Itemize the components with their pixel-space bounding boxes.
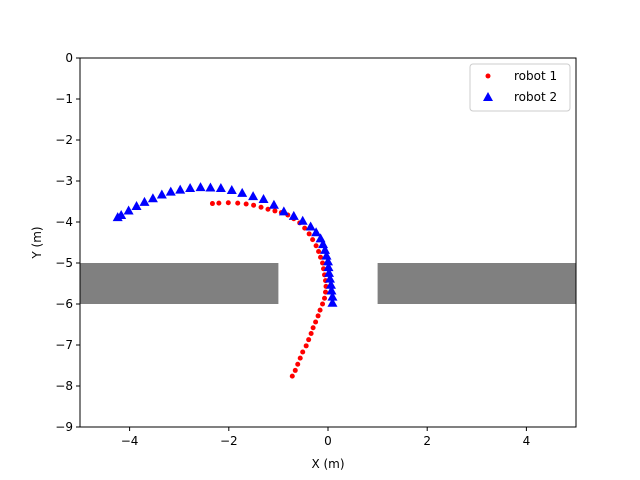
robot1-point <box>303 343 309 349</box>
y-axis-ticks: 0 −1 −2 −3 −4 −5 −6 −7 −8 −9 <box>55 51 80 434</box>
robot1-point <box>292 367 298 373</box>
robot2-point <box>165 186 176 196</box>
robot1-point <box>216 200 222 206</box>
y-tick-label: −5 <box>55 256 73 270</box>
robot2-point <box>321 250 332 260</box>
legend-marker-2 <box>483 92 493 101</box>
robot1-point <box>306 337 312 343</box>
robot2-point <box>297 215 308 225</box>
robot2-point <box>323 262 334 272</box>
plot-background <box>80 58 576 427</box>
legend-marker-1 <box>485 73 491 79</box>
robot1-point <box>317 307 323 313</box>
robot1-point <box>272 208 278 214</box>
robot2-point <box>131 201 142 211</box>
y-tick-label: −3 <box>55 174 73 188</box>
robot2-point <box>156 189 167 199</box>
plot-area <box>80 58 576 427</box>
robot2-point <box>248 191 259 201</box>
robot2-point <box>325 279 336 289</box>
robot1-point <box>302 225 308 231</box>
robot2-point <box>237 187 248 197</box>
robot2-point <box>323 256 333 266</box>
robot2-point <box>268 199 279 209</box>
robot1-point <box>313 319 319 325</box>
robot1-point <box>323 289 329 295</box>
robot1-point <box>297 355 303 361</box>
robot2-point <box>326 285 337 295</box>
robot2-point <box>315 233 326 243</box>
obstacle-1 <box>80 263 279 304</box>
robot2-point <box>195 182 206 192</box>
legend-label-2: robot 2 <box>514 90 557 104</box>
robot2-point <box>324 273 335 283</box>
x-tick-label: −4 <box>121 434 139 448</box>
robot1-point <box>315 313 321 319</box>
robot1-point <box>310 237 316 243</box>
series-2 <box>112 182 338 307</box>
y-tick-label: −2 <box>55 133 73 147</box>
x-axis-ticks: −4 −2 0 2 4 <box>121 427 530 448</box>
y-tick-label: −9 <box>55 420 73 434</box>
robot2-point <box>175 184 186 194</box>
y-tick-label: 0 <box>65 51 73 65</box>
robot1-point <box>289 373 295 379</box>
robot1-point <box>209 201 215 207</box>
series-1 <box>209 200 329 379</box>
robot2-point <box>288 210 299 220</box>
robot1-point <box>322 295 328 301</box>
y-tick-label: −4 <box>55 215 73 229</box>
y-axis-label: Y (m) <box>30 226 44 259</box>
legend-label-1: robot 1 <box>514 69 557 83</box>
robot1-point <box>258 204 264 210</box>
x-tick-label: 4 <box>523 434 531 448</box>
robot1-point <box>320 301 326 307</box>
robot2-point <box>305 221 316 231</box>
robot2-point <box>311 227 322 237</box>
robot1-point <box>225 200 231 206</box>
y-tick-label: −7 <box>55 338 73 352</box>
data-marks <box>112 182 338 379</box>
y-tick-label: −6 <box>55 297 73 311</box>
robot2-point <box>327 297 338 307</box>
robot2-point <box>215 182 226 192</box>
robot1-point <box>251 202 257 208</box>
legend: robot 1 robot 2 <box>469 63 571 112</box>
x-tick-label: −2 <box>220 434 238 448</box>
robot2-point <box>139 196 150 206</box>
robot2-point <box>226 185 237 195</box>
robot1-point <box>235 200 241 206</box>
robot1-point <box>313 243 319 249</box>
x-tick-label: 0 <box>324 434 332 448</box>
robot1-point <box>243 201 249 207</box>
robot2-point <box>320 244 331 254</box>
y-tick-label: −1 <box>55 92 73 106</box>
robot2-point <box>258 194 269 204</box>
robot1-point <box>306 231 312 237</box>
legend-box <box>469 63 571 112</box>
robot1-point <box>308 331 314 337</box>
robot1-point <box>300 349 306 355</box>
obstacle-2 <box>377 263 576 304</box>
robot2-point <box>112 212 123 222</box>
robot1-point <box>295 361 301 367</box>
robot2-point <box>205 182 216 192</box>
x-axis-label: X (m) <box>311 457 344 471</box>
robot1-point <box>310 325 316 331</box>
robot2-point <box>327 291 338 301</box>
robot2-point <box>147 193 158 203</box>
robot1-point <box>316 249 322 255</box>
y-tick-label: −8 <box>55 379 73 393</box>
x-tick-label: 2 <box>423 434 431 448</box>
robot2-point <box>123 205 134 215</box>
robot2-point <box>185 182 196 192</box>
robot1-point <box>265 206 271 212</box>
robot2-point <box>318 239 329 249</box>
robot1-point <box>318 254 324 260</box>
robot2-point <box>278 206 289 216</box>
robot2-point <box>323 267 334 277</box>
